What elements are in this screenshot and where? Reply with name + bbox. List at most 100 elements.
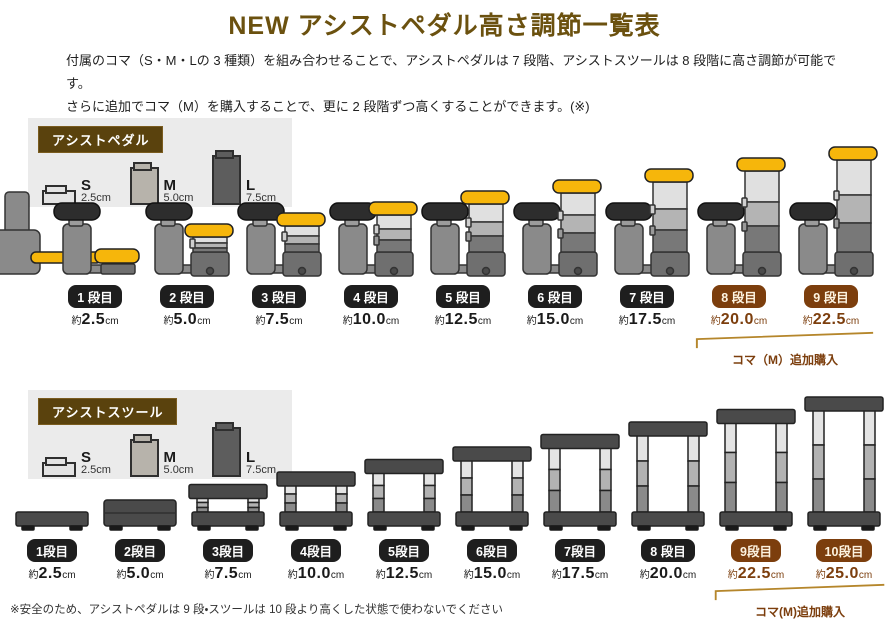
stage-height: 約10.0cm [288, 565, 344, 583]
approx-prefix: 約 [710, 316, 721, 327]
approx-prefix: 約 [434, 316, 445, 327]
approx-prefix: 約 [551, 570, 562, 581]
stage-height: 約15.0cm [464, 565, 520, 583]
approx-prefix: 約 [727, 570, 738, 581]
stool-section-label: アシストスツール [38, 398, 178, 425]
koma-legend-text: L 7.5cm [246, 176, 276, 205]
stage-height: 約5.0cm [116, 565, 163, 583]
stage-label: 5 段目 [436, 285, 490, 308]
height-value: 22.5 [812, 311, 846, 328]
koma-legend-text: L 7.5cm [246, 449, 276, 477]
approx-prefix: 約 [71, 316, 82, 327]
koma-size-value: 2.5cm [81, 192, 111, 205]
stool-stage-column: 4段目 約10.0cm [272, 398, 360, 583]
height-value: 12.5 [444, 311, 478, 328]
koma-size-letter: S [81, 176, 92, 194]
stage-height: 約10.0cm [343, 311, 399, 329]
approx-prefix: 約 [287, 570, 298, 581]
stool-illustration-icon [96, 398, 184, 532]
koma-l-icon [212, 150, 242, 205]
pedal-addon-note: コマ（M）追加購入 [732, 353, 838, 367]
stage-height: 約20.0cm [711, 311, 767, 329]
stool-illustration-icon [624, 398, 712, 532]
stage-label: 7段目 [555, 539, 605, 562]
stage-height: 約22.5cm [728, 565, 784, 583]
pedal-stage-column: 6 段目 約15.0cm [509, 128, 602, 329]
pedal-koma-legend: S 2.5cm M 5.0cm L 7.5cm [28, 150, 292, 214]
height-value: 2.5 [81, 311, 106, 328]
stool-illustration-icon [712, 398, 800, 532]
stage-label: 8 段目 [641, 539, 695, 562]
pedal-stage-column: 4 段目 約10.0cm [325, 128, 418, 329]
koma-legend-text: M 5.0cm [163, 448, 194, 477]
pedal-stage-column: 8 段目 約20.0cm [693, 128, 786, 329]
koma-legend-item: S 2.5cm [42, 176, 111, 205]
stage-label: 1 段目 [68, 285, 122, 308]
stool-stage-column: 10段目 約25.0cm [800, 396, 888, 583]
koma-size-value: 7.5cm [246, 192, 276, 205]
approx-prefix: 約 [618, 316, 629, 327]
koma-size-value: 2.5cm [81, 464, 111, 477]
stool-illustration-icon [8, 398, 96, 532]
height-value: 25.0 [825, 565, 859, 582]
bracket-line-icon [695, 331, 874, 349]
height-unit: cm [770, 570, 785, 581]
height-unit: cm [105, 316, 119, 327]
height-unit: cm [661, 316, 676, 327]
height-value: 20.0 [720, 311, 754, 328]
koma-size-value: 7.5cm [246, 464, 276, 477]
stool-stage-column: 2段目 約5.0cm [96, 398, 184, 583]
height-unit: cm [289, 316, 303, 327]
stage-label: 3段目 [203, 539, 253, 562]
pedal-illustration-icon [601, 128, 694, 278]
koma-l-icon [212, 422, 242, 477]
stage-label: 6段目 [467, 539, 517, 562]
stage-label: 2 段目 [160, 285, 214, 308]
stool-illustration-icon [360, 398, 448, 532]
koma-size-letter: L [246, 176, 256, 194]
pedal-stage-column: 7 段目 約17.5cm [601, 128, 694, 329]
stool-illustration-icon [800, 396, 888, 532]
height-unit: cm [477, 316, 492, 327]
stage-label: 3 段目 [252, 285, 306, 308]
height-unit: cm [330, 570, 345, 581]
approx-prefix: 約 [163, 316, 174, 327]
pedal-stage-column: 3 段目 約7.5cm [233, 128, 326, 329]
koma-size-value: 5.0cm [163, 192, 194, 205]
height-unit: cm [569, 316, 584, 327]
pedal-illustration-icon [693, 128, 786, 278]
approx-prefix: 約 [802, 316, 813, 327]
height-value: 15.0 [536, 311, 570, 328]
stool-stage-column: 9段目 約22.5cm [712, 398, 800, 583]
pedal-illustration-icon [0, 128, 141, 278]
height-unit: cm [845, 316, 860, 327]
stage-height: 約7.5cm [255, 311, 302, 329]
pedal-stage-column: 2 段目 約 5.0cm [141, 128, 234, 329]
pedal-addon-bracket: コマ（M）追加購入 [693, 331, 877, 368]
approx-prefix: 約 [375, 570, 386, 581]
pedal-section-label: アシストペダル [38, 126, 164, 153]
approx-prefix: 約 [639, 570, 650, 581]
approx-prefix: 約 [28, 570, 39, 581]
height-value: 10.0 [297, 565, 331, 582]
koma-size-letter: M [163, 448, 177, 466]
safety-footnote: ※安全のため、アシストペダルは 9 段・スツールは 10 段より高くした状態で使… [10, 604, 503, 616]
koma-m-icon [129, 434, 159, 477]
koma-legend-text: S 2.5cm [81, 449, 111, 477]
koma-s-icon [42, 185, 76, 205]
height-value: 15.0 [473, 565, 507, 582]
pedal-legend-panel: アシストペダル S 2.5cm M 5.0cm L 7.5cm [28, 118, 292, 207]
stage-height: 約2.5cm [28, 565, 75, 583]
height-value: 5.0 [126, 565, 151, 582]
koma-legend-item: S 2.5cm [42, 449, 111, 477]
koma-legend-item: L 7.5cm [212, 422, 276, 477]
stage-label: 10段目 [815, 539, 873, 562]
stage-label: 4 段目 [344, 285, 398, 308]
stool-stage-column: 7段目 約17.5cm [536, 398, 624, 583]
stage-label: 1段目 [27, 539, 77, 562]
height-unit: cm [150, 570, 164, 581]
pedal-stage-column: 9 段目 約22.5cm [785, 128, 878, 329]
stage-height: 約22.5cm [803, 311, 859, 329]
koma-legend-text: M 5.0cm [163, 177, 194, 205]
height-value: 10.0 [352, 311, 386, 328]
